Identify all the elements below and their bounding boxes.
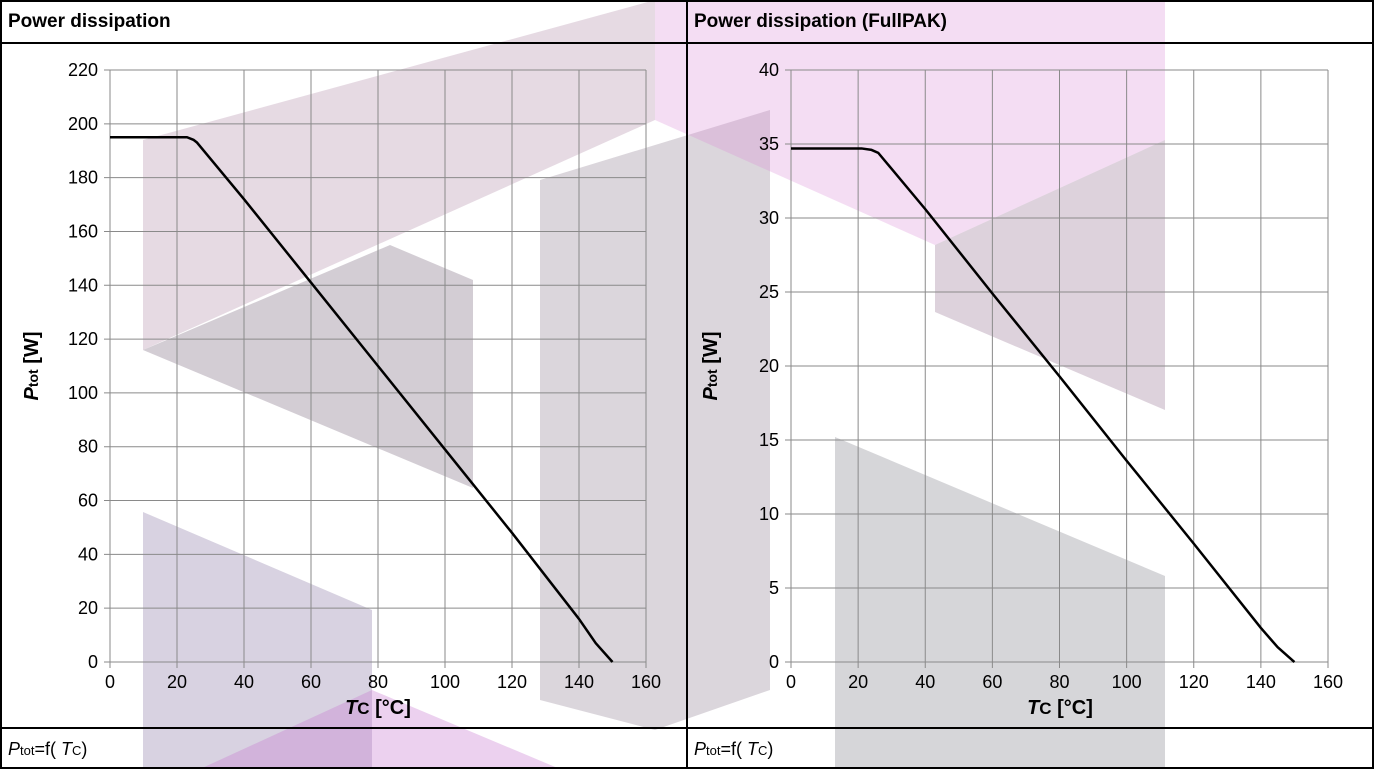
border-right [1372, 0, 1374, 769]
x-tick-label: 140 [1246, 672, 1276, 692]
x-tick-label: 40 [234, 672, 254, 692]
x-tick-label: 60 [301, 672, 321, 692]
panel-title-right: Power dissipation (FullPAK) [694, 11, 947, 32]
y-tick-label: 200 [68, 114, 98, 134]
x-tick-label: 80 [1049, 672, 1069, 692]
y-tick-label: 35 [759, 134, 779, 154]
y-tick-label: 40 [78, 544, 98, 564]
x-tick-label: 160 [1313, 672, 1343, 692]
y-tick-label: 140 [68, 275, 98, 295]
caption-left: Ptot=f( TC) [8, 739, 88, 759]
y-axis-label: Ptot [W] [700, 332, 722, 401]
y-tick-label: 220 [68, 60, 98, 80]
caption-right: Ptot=f( TC) [694, 739, 774, 759]
chart-power-dissipation-fullpak: 0 20 40 60 80 100 120 140 160 0 5 10 15 20 25 30 35 40 TC … [700, 60, 1343, 719]
y-axis-label: Ptot [W] [21, 332, 43, 401]
x-tick-label: 160 [631, 672, 661, 692]
x-tick-label: 20 [848, 672, 868, 692]
x-tick-label: 0 [786, 672, 796, 692]
series-line [791, 147, 1296, 663]
y-tick-label: 80 [78, 437, 98, 457]
y-tick-label: 20 [759, 356, 779, 376]
chart-power-dissipation: 0 20 40 60 80 100 120 140 160 0 20 40 60 80 100 120 140 1… [21, 60, 661, 719]
x-tick-label: 100 [1112, 672, 1142, 692]
panel-divider [686, 0, 688, 769]
x-tick-label: 40 [915, 672, 935, 692]
y-tick-label: 40 [759, 60, 779, 80]
y-tick-label: 0 [88, 652, 98, 672]
y-tick-label: 5 [769, 578, 779, 598]
x-tick-label: 20 [167, 672, 187, 692]
x-tick-label: 0 [105, 672, 115, 692]
y-tick-label: 0 [769, 652, 779, 672]
y-tick-label: 180 [68, 168, 98, 188]
y-tick-label: 20 [78, 598, 98, 618]
y-tick-label: 25 [759, 282, 779, 302]
x-axis-label: TC [°C] [1027, 697, 1093, 719]
series-line [110, 136, 614, 663]
y-tick-label: 30 [759, 208, 779, 228]
x-tick-label: 120 [1179, 672, 1209, 692]
x-tick-label: 120 [497, 672, 527, 692]
x-tick-label: 100 [430, 672, 460, 692]
y-tick-label: 160 [68, 221, 98, 241]
y-tick-label: 120 [68, 329, 98, 349]
y-tick-label: 15 [759, 430, 779, 450]
x-tick-label: 140 [564, 672, 594, 692]
x-tick-label: 60 [982, 672, 1002, 692]
border-left [0, 0, 2, 769]
panel-title-left: Power dissipation [8, 11, 171, 32]
y-tick-label: 10 [759, 504, 779, 524]
x-axis-label: TC [°C] [345, 697, 411, 719]
y-tick-label: 60 [78, 491, 98, 511]
y-tick-label: 100 [68, 383, 98, 403]
x-tick-label: 80 [368, 672, 388, 692]
